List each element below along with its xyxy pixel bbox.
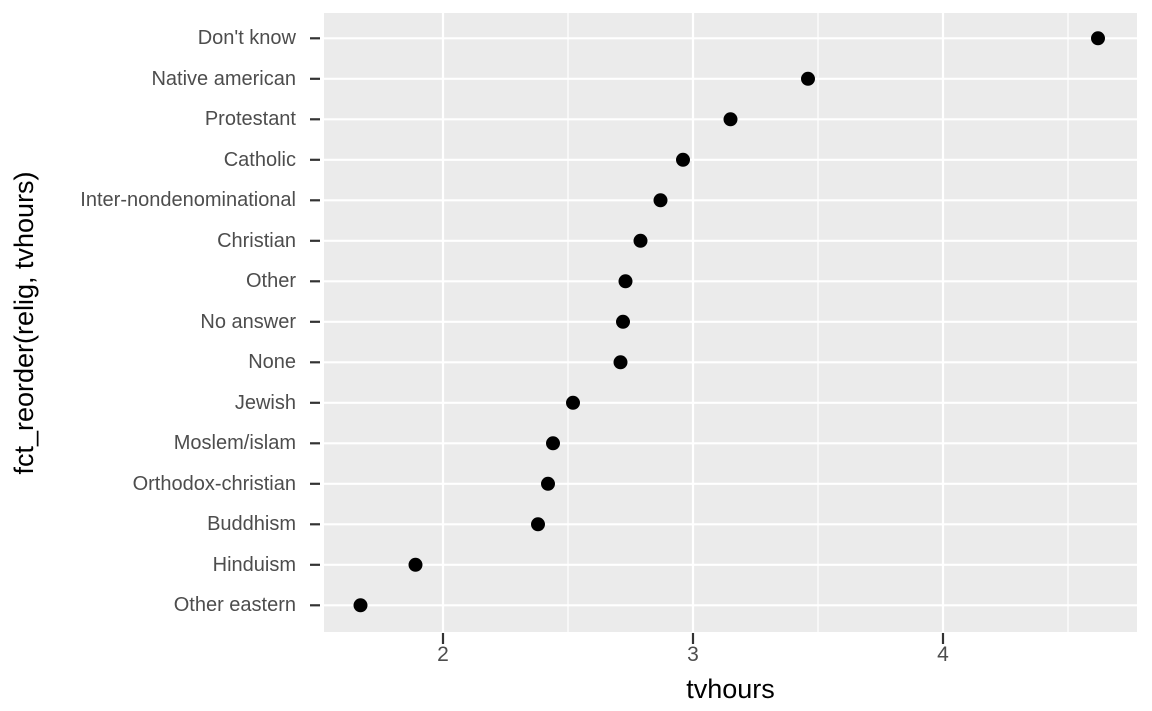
y-tick-label: Other (245, 270, 296, 293)
x-tick-label: 2 (437, 643, 449, 666)
y-tick-label: Catholic (223, 148, 296, 171)
data-point (566, 395, 580, 410)
data-point (653, 193, 668, 208)
data-point (408, 557, 423, 572)
data-point (353, 598, 368, 613)
data-point (616, 314, 630, 329)
y-tick-label: Christian (217, 229, 296, 252)
x-axis-title: tvhours (686, 674, 775, 704)
y-tick-label: Buddhism (207, 513, 296, 536)
y-tick-label: No answer (200, 310, 296, 333)
data-point (613, 355, 628, 370)
y-tick-label: Native american (151, 67, 296, 90)
y-tick-label: None (248, 351, 296, 374)
y-tick-label: Other eastern (173, 594, 296, 617)
data-point (1091, 31, 1105, 46)
data-point (801, 71, 815, 86)
y-axis-title: fct_reorder(relig, tvhours) (9, 170, 39, 475)
x-tick-label: 4 (937, 643, 949, 666)
y-tick-label: Orthodox-christian (132, 472, 296, 495)
y-tick-label: Jewish (234, 391, 296, 414)
y-tick-label: Moslem/islam (173, 432, 296, 455)
data-point (723, 112, 738, 127)
data-point (531, 517, 545, 532)
x-tick-label: 3 (687, 643, 699, 666)
y-tick-label: Protestant (204, 108, 296, 131)
data-point (676, 152, 690, 167)
y-tick-label: Hinduism (212, 553, 296, 576)
y-tick-label: Don't know (197, 27, 296, 50)
y-tick-label: Inter-nondenominational (80, 189, 296, 212)
data-point (633, 233, 648, 248)
data-point (541, 476, 555, 491)
data-point (546, 436, 560, 451)
data-point (618, 274, 633, 289)
